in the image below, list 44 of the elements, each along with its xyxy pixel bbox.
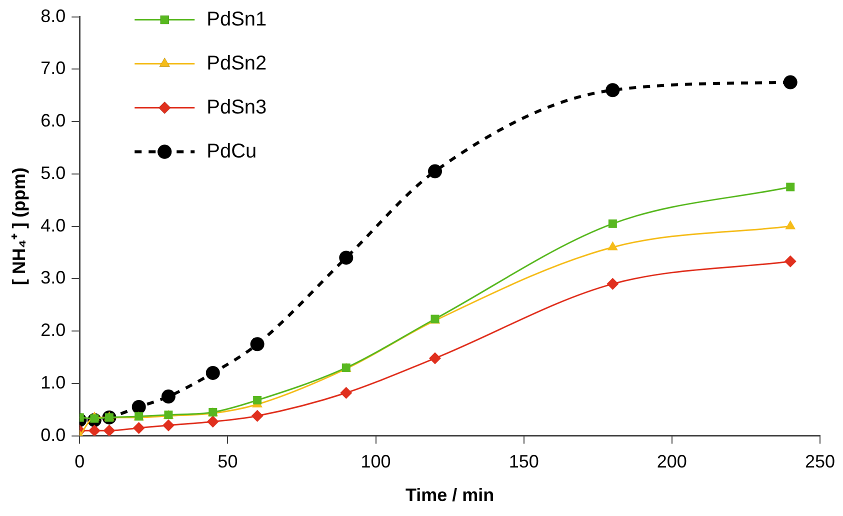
- point: [785, 220, 796, 230]
- point: [607, 241, 618, 250]
- point: [606, 278, 619, 290]
- y-tick-label: 0.0: [40, 424, 66, 445]
- y-tick-label: 3.0: [40, 268, 66, 288]
- point: [786, 182, 795, 192]
- x-tick-label: 200: [656, 452, 687, 472]
- point: [783, 75, 798, 90]
- point: [784, 255, 796, 268]
- x-tick-label: 0: [74, 452, 85, 472]
- point: [162, 419, 174, 432]
- y-axis-title: [ NH₄⁺ ] (ppm): [8, 168, 29, 286]
- point: [608, 219, 617, 228]
- y-tick-label: 8.0: [40, 6, 66, 26]
- point: [428, 352, 441, 364]
- x-tick-label: 150: [508, 452, 539, 472]
- point: [132, 400, 146, 414]
- y-tick-label: 4.0: [40, 215, 66, 236]
- y-tick-label: 7.0: [40, 58, 66, 78]
- point: [103, 424, 116, 436]
- legend-label: PdSn3: [206, 96, 267, 118]
- x-tick-label: 250: [804, 452, 836, 472]
- point: [206, 416, 219, 428]
- y-tick-label: 5.0: [40, 162, 66, 183]
- point: [132, 422, 145, 434]
- point: [251, 410, 264, 422]
- point: [428, 164, 442, 178]
- x-tick-label: 100: [360, 452, 391, 472]
- legend-label: PdSn1: [206, 8, 267, 30]
- legend-label: PdSn2: [206, 52, 267, 74]
- y-tick-label: 2.0: [40, 320, 66, 340]
- point: [161, 390, 176, 404]
- y-tick-label: 6.0: [40, 110, 66, 131]
- point: [340, 386, 352, 399]
- point: [253, 396, 262, 404]
- point: [88, 424, 100, 436]
- point: [206, 366, 220, 380]
- point: [250, 337, 264, 352]
- point: [606, 83, 620, 98]
- x-tick-label: 50: [218, 452, 238, 472]
- y-tick-label: 1.0: [40, 372, 66, 392]
- point: [339, 250, 354, 265]
- legend-label: PdCu: [206, 140, 257, 162]
- x-axis-title: Time / min: [405, 485, 494, 506]
